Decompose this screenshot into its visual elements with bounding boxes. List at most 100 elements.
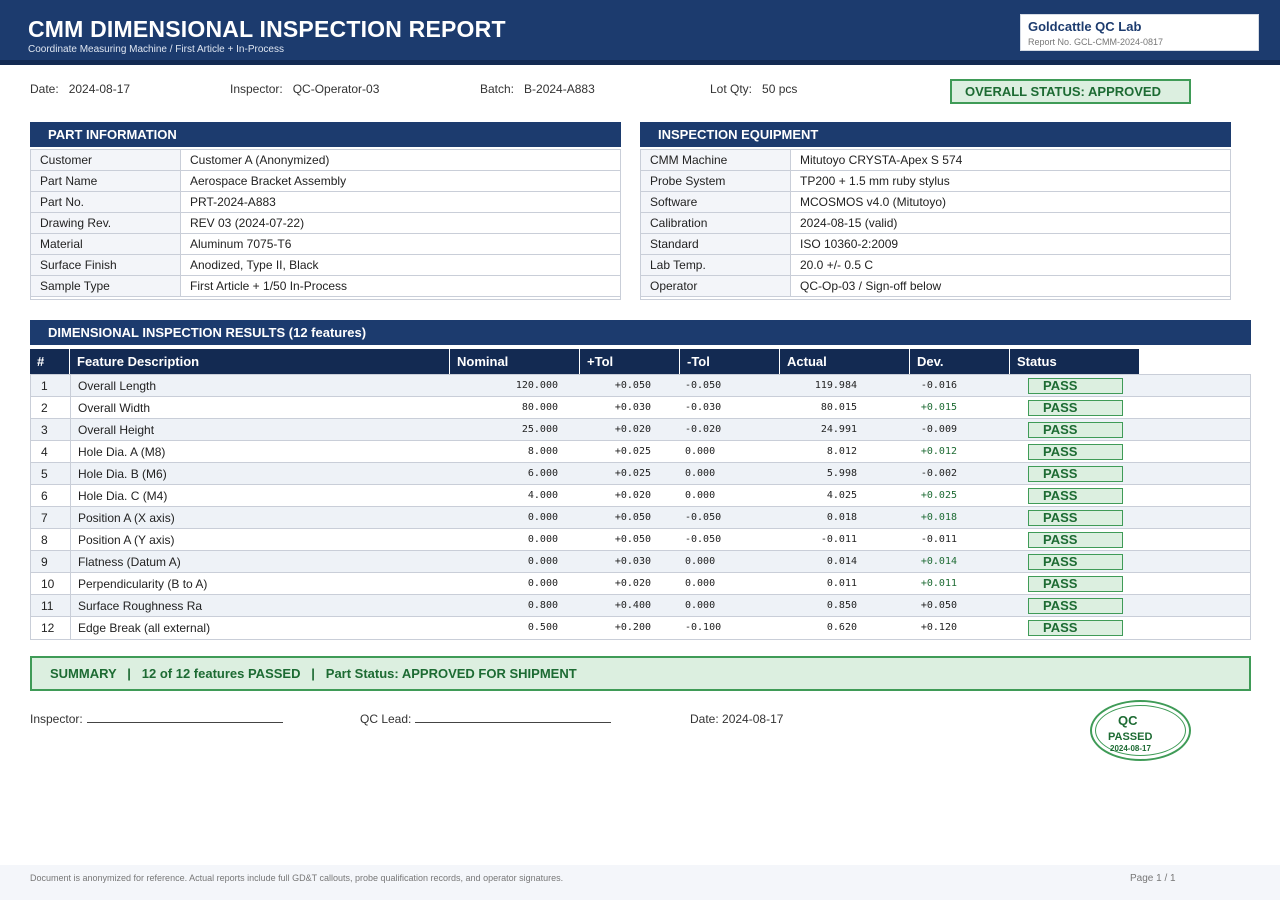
status-badge: PASS [1028, 378, 1123, 394]
minus-tolerance: 0.000 [685, 490, 716, 501]
feature-number: 11 [31, 595, 71, 616]
column-header: # [30, 349, 70, 374]
info-value: Anodized, Type II, Black [190, 258, 319, 272]
minus-tolerance: -0.050 [685, 380, 722, 391]
actual-value: 24.991 [820, 424, 857, 435]
nominal-value: 0.000 [527, 578, 558, 589]
info-value: First Article + 1/50 In-Process [190, 279, 348, 293]
info-label: Part Name [31, 171, 181, 191]
signature-line [86, 712, 283, 723]
part-information-title: PART INFORMATION [30, 122, 621, 147]
minus-tolerance: 0.000 [685, 556, 716, 567]
info-label: Probe System [641, 171, 791, 191]
inspection-equipment-title: INSPECTION EQUIPMENT [640, 122, 1231, 147]
stamp-line-3: 2024-08-17 [1110, 744, 1151, 753]
minus-tolerance: -0.020 [685, 424, 722, 435]
nominal-value: 80.000 [521, 402, 558, 413]
lab-name: Goldcattle QC Lab [1028, 19, 1142, 34]
column-header: Dev. [910, 349, 1010, 374]
page-number: Page 1 / 1 [1130, 873, 1176, 884]
feature-number: 5 [31, 463, 71, 484]
summary-banner: SUMMARY | 12 of 12 features PASSED | Par… [30, 656, 1251, 691]
inspection-equipment-panel: INSPECTION EQUIPMENT CMM Machine Mitutoyo… [640, 122, 1231, 300]
info-row: Operator QC-Op-03 / Sign-off below [641, 275, 1230, 297]
results-section-title: DIMENSIONAL INSPECTION RESULTS (12 featu… [30, 320, 1251, 345]
info-row: Software MCOSMOS v4.0 (Mitutoyo) [641, 191, 1230, 212]
status-badge: PASS [1028, 532, 1123, 548]
deviation-value: +0.011 [920, 578, 957, 589]
status-badge: PASS [1028, 488, 1123, 504]
qc-lead-signature: QC Lead: [360, 712, 612, 726]
table-row: 8 Position A (Y axis) 0.000 +0.050 -0.050 -0.… [31, 529, 1250, 551]
meta-batch: Batch: B-2024-A883 [480, 82, 595, 96]
meta-batch-label: Batch: [480, 82, 515, 96]
feature-number: 2 [31, 397, 71, 418]
table-row: 7 Position A (X axis) 0.000 +0.050 -0.050 0.0… [31, 507, 1250, 529]
column-header: Feature Description [70, 349, 450, 374]
column-header: Actual [780, 349, 910, 374]
deviation-value: +0.012 [920, 446, 957, 457]
info-label: Drawing Rev. [31, 213, 181, 233]
signature-line [415, 712, 612, 723]
nominal-value: 25.000 [521, 424, 558, 435]
info-label: Material [31, 234, 181, 254]
stamp-line-2: PASSED [1108, 731, 1153, 743]
status-badge: PASS [1028, 400, 1123, 416]
feature-number: 9 [31, 551, 71, 572]
plus-tolerance: +0.020 [614, 490, 651, 501]
deviation-value: -0.016 [920, 380, 957, 391]
table-row: 2 Overall Width 80.000 +0.030 -0.030 80.015 +0… [31, 397, 1250, 419]
signoff-date-label: Date: [690, 712, 719, 726]
lab-info-box: Goldcattle QC Lab Report No. GCL-CMM-202… [1020, 14, 1259, 51]
column-header: +Tol [580, 349, 680, 374]
table-row: 9 Flatness (Datum A) 0.000 +0.030 0.000 0.014… [31, 551, 1250, 573]
feature-number: 10 [31, 573, 71, 594]
actual-value: 5.998 [826, 468, 857, 479]
meta-lot-label: Lot Qty: [710, 82, 753, 96]
info-row: Part Name Aerospace Bracket Assembly [31, 170, 620, 191]
column-header: -Tol [680, 349, 780, 374]
info-row: Surface Finish Anodized, Type II, Black [31, 254, 620, 275]
deviation-value: -0.009 [920, 424, 957, 435]
actual-value: 4.025 [826, 490, 857, 501]
feature-number: 6 [31, 485, 71, 506]
plus-tolerance: +0.400 [614, 600, 651, 611]
status-badge: PASS [1028, 598, 1123, 614]
feature-number: 8 [31, 529, 71, 550]
minus-tolerance: 0.000 [685, 578, 716, 589]
actual-value: 80.015 [820, 402, 857, 413]
page-footer: Document is anonymized for reference. Ac… [0, 865, 1280, 900]
signoff-date: Date: 2024-08-17 [690, 712, 783, 726]
nominal-value: 0.500 [527, 622, 558, 633]
plus-tolerance: +0.050 [614, 534, 651, 545]
info-label: Software [641, 192, 791, 212]
results-table-body: 1 Overall Length 120.000 +0.050 -0.050 119.98… [30, 374, 1251, 640]
status-badge: PASS [1028, 444, 1123, 460]
feature-description: Overall Height [78, 423, 155, 437]
stamp-inner-ring [1095, 705, 1186, 756]
nominal-value: 6.000 [527, 468, 558, 479]
info-row: Lab Temp. 20.0 +/- 0.5 C [641, 254, 1230, 275]
status-badge: PASS [1028, 554, 1123, 570]
deviation-value: +0.014 [920, 556, 957, 567]
nominal-value: 8.000 [527, 446, 558, 457]
deviation-value: -0.002 [920, 468, 957, 479]
deviation-value: +0.015 [920, 402, 957, 413]
info-row: Material Aluminum 7075-T6 [31, 233, 620, 254]
actual-value: 119.984 [814, 380, 857, 391]
plus-tolerance: +0.200 [614, 622, 651, 633]
meta-batch-value: B-2024-A883 [524, 82, 595, 96]
qc-lead-signature-label: QC Lead: [360, 712, 412, 726]
column-header: Nominal [450, 349, 580, 374]
info-value: TP200 + 1.5 mm ruby stylus [800, 174, 950, 188]
minus-tolerance: 0.000 [685, 446, 716, 457]
table-row: 5 Hole Dia. B (M6) 6.000 +0.025 0.000 5.998 -0… [31, 463, 1250, 485]
feature-description: Surface Roughness Ra [78, 599, 203, 613]
info-row: Standard ISO 10360-2:2009 [641, 233, 1230, 254]
deviation-value: -0.011 [920, 534, 957, 545]
info-value: Mitutoyo CRYSTA-Apex S 574 [800, 153, 963, 167]
actual-value: 0.011 [826, 578, 857, 589]
actual-value: 0.850 [826, 600, 857, 611]
actual-value: 0.014 [826, 556, 857, 567]
inspector-signature: Inspector: [30, 712, 283, 726]
